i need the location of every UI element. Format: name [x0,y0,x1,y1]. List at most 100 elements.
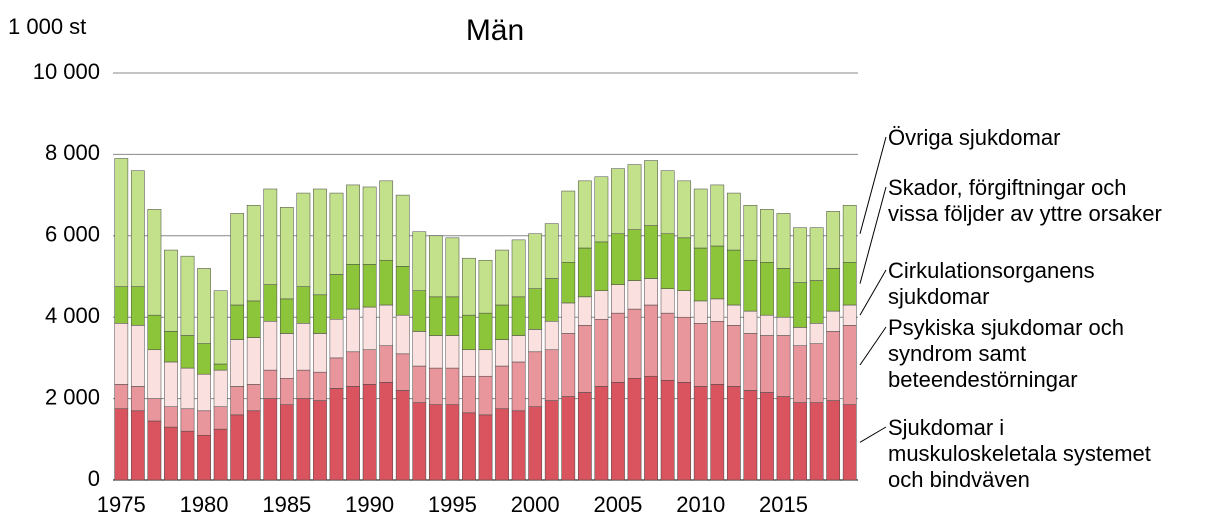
bar-segment [677,290,692,318]
bar-segment [611,312,625,383]
bar-segment [478,349,493,377]
bar-segment [296,323,311,371]
bar-segment [760,314,774,336]
bar-segment [793,327,807,346]
bar-segment [495,408,509,481]
bar-segment [313,333,327,373]
bar-segment [710,321,725,385]
bar-segment [296,369,311,399]
bar-segment [230,386,245,416]
bar-segment [544,400,559,481]
bar-segment [296,286,311,324]
bar-segment [511,410,526,481]
y-tick-label: 0 [88,466,100,491]
bar-segment [511,361,526,412]
leader-line [859,186,887,284]
bar-segment [263,369,278,399]
bar-segment [445,335,460,369]
bar-segment [577,325,592,393]
bar-segment [710,245,725,300]
bar-segment [296,398,311,481]
bar-segment [213,369,228,407]
bar-segment [743,310,758,334]
bar-segment [776,335,791,397]
bar-segment [147,209,162,316]
bar-segment [495,339,509,367]
bar-segment [130,386,145,412]
bar-segment [743,259,758,312]
bar-segment [279,207,294,300]
bar-segment [809,343,824,403]
bar-segment [809,323,824,344]
bar-segment [230,304,245,340]
bar-segment [462,314,476,351]
bar-segment [279,404,294,481]
bar-segment [528,288,543,330]
x-tick-label: 1990 [345,492,394,517]
bar-segment [611,168,625,235]
bar-segment [313,188,327,296]
bar-segment [462,412,476,481]
y-tick-label: 2 000 [45,384,100,409]
bar-segment [478,414,493,481]
y-tick-label: 8 000 [45,140,100,165]
bar-segment [379,382,394,481]
x-tick-label: 1975 [97,492,146,517]
leader-line [859,136,887,234]
bar-segment [246,300,261,338]
bar-segment [362,349,377,385]
bar-segment [528,406,543,481]
bar-segment [743,205,758,261]
bar-segment [313,371,327,401]
bar-segment [445,367,460,405]
bar-segment [313,294,327,334]
bar-segment [197,410,211,436]
bar-segment [644,278,658,306]
bar-segment [677,316,692,383]
x-tick-label: 1980 [180,492,229,517]
bar-segment [760,335,774,393]
x-tick-label: 2005 [593,492,642,517]
bar-segment [726,325,741,387]
bar-segment [611,382,625,481]
bar-segment [495,304,509,340]
bar-segment [561,302,576,334]
bar-segment [230,213,245,306]
bar-segment [793,227,807,283]
bar-segment [677,382,692,481]
bar-segment [164,361,178,407]
bar-segment [213,406,228,430]
bar-segment [627,308,642,379]
bar-segment [114,323,129,385]
y-tick-label: 6 000 [45,222,100,247]
bar-segment [412,290,427,332]
bar-segment [826,268,841,312]
bar-segment [826,211,841,269]
bar-segment [313,400,327,481]
bar-segment [495,249,509,306]
bar-segment [395,194,410,267]
bar-segment [594,290,609,320]
bar-segment [462,375,476,414]
bar-segment [627,164,642,230]
bar-segment [561,333,576,397]
bar-segment [544,223,559,279]
bar-segment [561,262,576,304]
bar-segment [329,357,344,389]
bar-segment [809,402,824,481]
bar-segment [577,180,592,249]
bar-segment [114,286,129,324]
bar-segment [428,335,443,369]
x-tick-label: 2015 [759,492,808,517]
bar-segment [842,304,857,326]
bar-segment [412,365,427,403]
bar-segment [842,205,857,263]
x-tick-label: 2010 [676,492,725,517]
legend-label: Psykiska sjukdomar och syndrom samt bete… [888,315,1124,392]
bar-segment [594,318,609,387]
bar-segment [644,225,658,279]
bar-segment [594,386,609,481]
legend-label: Skador, förgiftningar och vissa följder … [888,175,1162,226]
bar-segment [826,331,841,401]
bar-segment [246,337,261,385]
